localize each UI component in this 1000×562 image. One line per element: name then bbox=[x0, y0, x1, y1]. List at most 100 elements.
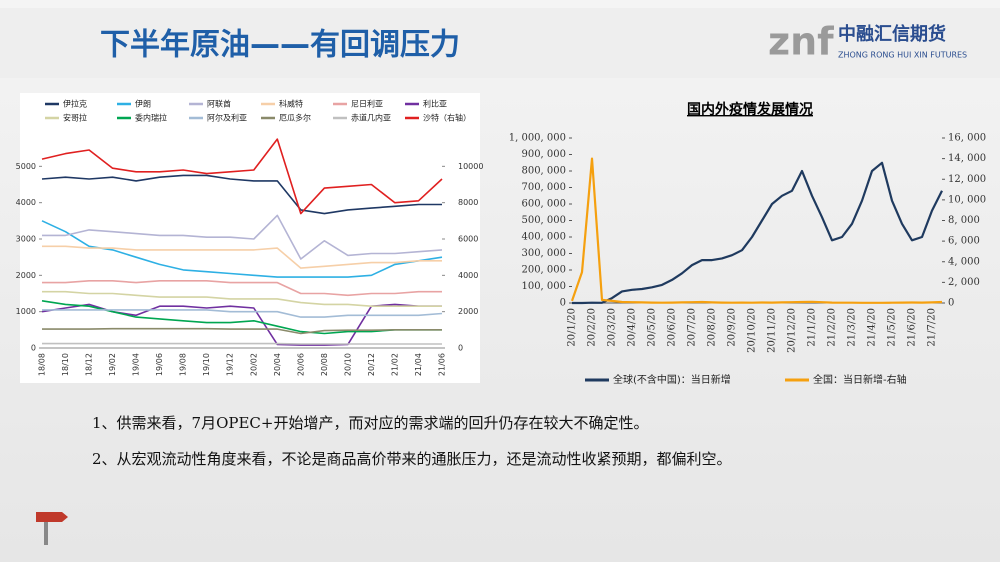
y-tick-label: 100, 000 bbox=[521, 281, 566, 292]
legend-label: 阿联酋 bbox=[207, 99, 231, 109]
x-tick-label: 20/5/20 bbox=[647, 308, 658, 347]
x-tick-label: 19/02 bbox=[108, 353, 117, 376]
x-tick-label: 19/12 bbox=[226, 353, 235, 376]
y-tick-label: 900, 000 bbox=[521, 149, 566, 160]
y-tick-label: 200, 000 bbox=[521, 265, 566, 276]
y-tick-label: 700, 000 bbox=[521, 182, 566, 193]
title-band bbox=[0, 8, 1000, 78]
y-tick-label: 5000 bbox=[16, 162, 36, 171]
y-tick-label: 1000 bbox=[16, 307, 36, 316]
x-tick-label: 21/3/20 bbox=[847, 308, 858, 347]
x-tick-label: 21/6/20 bbox=[907, 308, 918, 347]
y-tick-label: 500, 000 bbox=[521, 215, 566, 226]
y-tick-label: 2000 bbox=[16, 271, 36, 280]
x-tick-label: 20/11/20 bbox=[767, 308, 778, 353]
x-tick-label: 20/08 bbox=[320, 353, 329, 376]
x-tick-label: 20/06 bbox=[296, 353, 305, 376]
series-line bbox=[41, 174, 442, 215]
x-tick-label: 21/5/20 bbox=[887, 308, 898, 347]
logo-mark: znf bbox=[768, 20, 834, 64]
legend-label: 科威特 bbox=[279, 99, 303, 109]
y2-tick-label: 14, 000 bbox=[948, 153, 986, 164]
series-line bbox=[42, 280, 442, 297]
x-tick-label: 18/08 bbox=[38, 353, 47, 376]
y2-tick-label: 8000 bbox=[458, 198, 478, 207]
y2-tick-label: 6, 000 bbox=[948, 236, 980, 247]
legend-label: 全球(不含中国)：当日新增 bbox=[613, 373, 731, 386]
series-line bbox=[42, 245, 442, 269]
legend-label: 全国：当日新增-右轴 bbox=[813, 373, 907, 386]
legend-label: 委内瑞拉 bbox=[135, 113, 167, 123]
y-tick-label: 800, 000 bbox=[521, 166, 566, 177]
legend-label: 伊朗 bbox=[135, 99, 151, 109]
series-line bbox=[41, 138, 443, 215]
x-tick-label: 19/10 bbox=[202, 353, 211, 376]
y-tick-label: 3000 bbox=[16, 235, 36, 244]
y2-tick-label: 10000 bbox=[458, 162, 483, 171]
signpost-icon bbox=[44, 515, 48, 545]
x-tick-label: 20/6/20 bbox=[667, 308, 678, 347]
y-tick-label: 0 bbox=[31, 344, 36, 353]
y2-tick-label: 10, 000 bbox=[948, 194, 986, 205]
y2-tick-label: 4000 bbox=[458, 271, 478, 280]
x-tick-label: 20/3/20 bbox=[607, 308, 618, 347]
x-tick-label: 18/12 bbox=[85, 353, 94, 376]
chart-title: 国内外疫情发展情况 bbox=[687, 101, 813, 118]
x-tick-label: 18/10 bbox=[61, 353, 70, 376]
slide-title: 下半年原油——有回调压力 bbox=[100, 28, 460, 63]
y-tick-label: 300, 000 bbox=[521, 248, 566, 259]
y2-tick-label: 0 bbox=[948, 298, 954, 309]
y2-tick-label: 16, 000 bbox=[948, 133, 986, 144]
x-tick-label: 20/8/20 bbox=[707, 308, 718, 347]
x-tick-label: 20/10 bbox=[343, 353, 352, 376]
legend-label: 尼日利亚 bbox=[351, 99, 383, 109]
x-tick-label: 20/2/20 bbox=[587, 308, 598, 347]
x-tick-label: 21/02 bbox=[390, 353, 399, 376]
y2-tick-label: 8, 000 bbox=[948, 215, 980, 226]
y-tick-label: 600, 000 bbox=[521, 199, 566, 210]
bullet: 1、供需来看，7月OPEC+开始增产，而对应的需求端的回升仍存在较大不确定性。 bbox=[92, 414, 648, 432]
y2-tick-label: 12, 000 bbox=[948, 174, 986, 185]
legend-label: 厄瓜多尔 bbox=[279, 113, 311, 123]
legend-label: 赤道几内亚 bbox=[351, 113, 391, 123]
x-tick-label: 21/1/20 bbox=[807, 308, 818, 347]
y2-tick-label: 4, 000 bbox=[948, 256, 980, 267]
x-tick-label: 21/06 bbox=[438, 353, 447, 376]
series-line bbox=[42, 290, 442, 307]
x-tick-label: 21/2/20 bbox=[827, 308, 838, 347]
x-tick-label: 20/04 bbox=[273, 353, 282, 376]
x-tick-label: 20/1/20 bbox=[567, 308, 578, 347]
series-line bbox=[42, 309, 443, 318]
y2-tick-label: 6000 bbox=[458, 235, 478, 244]
x-tick-label: 19/04 bbox=[132, 353, 141, 376]
x-tick-label: 19/06 bbox=[155, 353, 164, 376]
x-tick-label: 20/9/20 bbox=[727, 308, 738, 347]
x-tick-label: 20/7/20 bbox=[687, 308, 698, 347]
x-tick-label: 21/04 bbox=[414, 353, 423, 376]
signpost-icon bbox=[36, 512, 68, 522]
y-tick-label: 400, 000 bbox=[521, 232, 566, 243]
x-tick-label: 20/12 bbox=[367, 353, 376, 376]
x-tick-label: 21/7/20 bbox=[927, 308, 938, 347]
x-tick-label: 20/4/20 bbox=[627, 308, 638, 347]
x-tick-label: 20/12/20 bbox=[787, 308, 798, 353]
y2-tick-label: 0 bbox=[458, 344, 463, 353]
series-line bbox=[42, 327, 442, 335]
legend-label: 伊拉克 bbox=[63, 99, 87, 109]
y2-tick-label: 2000 bbox=[458, 307, 478, 316]
legend-label: 沙特（右轴） bbox=[423, 113, 471, 123]
series-line bbox=[41, 220, 443, 278]
series-line bbox=[42, 214, 443, 260]
x-tick-label: 20/10/20 bbox=[747, 308, 758, 353]
legend-label: 阿尔及利亚 bbox=[207, 113, 247, 123]
logo-name: 中融汇信期货 bbox=[838, 23, 946, 45]
logo-en: ZHONG RONG HUI XIN FUTURES bbox=[838, 51, 967, 60]
series-line bbox=[570, 157, 943, 304]
y-tick-label: 1, 000, 000 bbox=[509, 133, 566, 144]
legend-label: 安哥拉 bbox=[63, 113, 87, 123]
bullet: 2、从宏观流动性角度来看，不论是商品高价带来的通胀压力，还是流动性收紧预期，都偏… bbox=[92, 450, 732, 468]
y-tick-label: 0 bbox=[560, 298, 566, 309]
series-line bbox=[572, 161, 943, 305]
x-tick-label: 20/02 bbox=[249, 353, 258, 376]
